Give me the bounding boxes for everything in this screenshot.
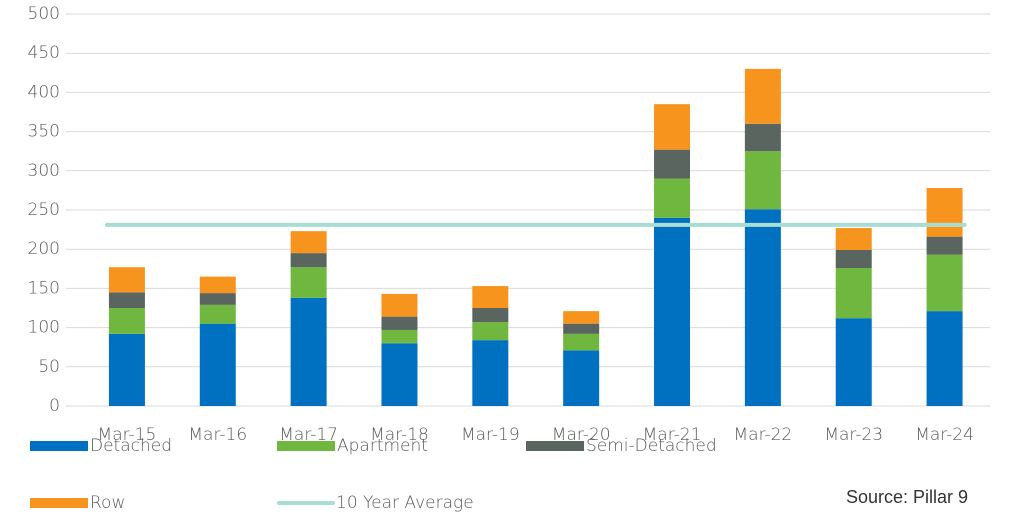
bar-segment (563, 311, 600, 324)
legend-label: Semi-Detached (586, 436, 717, 456)
x-tick-label: Mar-20 (552, 425, 611, 445)
x-tick-label: Mar-17 (279, 425, 338, 445)
bar-segment (563, 323, 600, 334)
x-tick-label: Mar-21 (643, 425, 702, 445)
bar-segment (926, 236, 963, 255)
bar-segment (744, 123, 781, 152)
bar-segment (199, 276, 236, 294)
bar-segment (381, 316, 418, 330)
bar-segment (108, 333, 145, 406)
legend-swatch (30, 441, 88, 451)
bar-segment (654, 217, 691, 406)
bar-segment (108, 308, 145, 334)
bar-segment (654, 178, 691, 218)
y-tick-label: 50 (38, 357, 60, 377)
legend-swatch (30, 498, 88, 508)
x-tick-label: Mar-23 (824, 425, 883, 445)
legend-label: 10 Year Average (336, 493, 474, 513)
y-tick-label: 200 (28, 239, 60, 259)
y-tick-label: 450 (28, 43, 60, 63)
bar-segment (926, 254, 963, 312)
bar-segment (744, 209, 781, 406)
x-tick-label: Mar-19 (461, 425, 520, 445)
legend-label: Detached (90, 436, 172, 456)
legend-swatch (526, 441, 584, 451)
bar-segment (381, 343, 418, 406)
y-tick-label: 0 (49, 396, 60, 416)
x-tick-label: Mar-24 (915, 425, 974, 445)
bar-segment (290, 297, 327, 406)
bar-segment (472, 322, 509, 341)
bar-segment (654, 149, 691, 179)
bar-segment (835, 268, 872, 319)
bar-segment (199, 293, 236, 305)
bar-segment (835, 249, 872, 269)
legend-label: Row (90, 493, 125, 513)
bar-segment (744, 151, 781, 210)
bar-segment (472, 286, 509, 308)
bar-segment (381, 329, 418, 344)
bar-segment (926, 311, 963, 406)
bar-segment (654, 104, 691, 150)
y-tick-label: 350 (28, 122, 60, 142)
bar-segment (199, 304, 236, 324)
x-tick-label: Mar-22 (733, 425, 792, 445)
bar-segment (108, 292, 145, 308)
bar-segment (563, 350, 600, 406)
bar-segment (290, 231, 327, 254)
bar-segment (381, 293, 418, 317)
x-tick-label: Mar-15 (98, 425, 157, 445)
bar-segment (926, 188, 963, 237)
legend-swatch (277, 441, 335, 451)
x-tick-label: Mar-16 (188, 425, 247, 445)
y-tick-label: 300 (28, 161, 60, 181)
legend-label: Apartment (337, 436, 428, 456)
bar-segment (472, 308, 509, 323)
bar-segment (744, 68, 781, 124)
y-tick-label: 250 (28, 200, 60, 220)
bar-segment (199, 323, 236, 406)
bar-segment (563, 333, 600, 351)
y-tick-label: 100 (28, 318, 60, 338)
bar-segment (472, 340, 509, 406)
bar-segment (290, 267, 327, 298)
bar-segment (835, 228, 872, 250)
bar-segment (290, 253, 327, 268)
source-note: Source: Pillar 9 (846, 487, 968, 507)
x-tick-label: Mar-18 (370, 425, 429, 445)
y-tick-label: 500 (28, 4, 60, 24)
bar-segment (108, 267, 145, 293)
bar-segment (835, 318, 872, 406)
y-tick-label: 150 (28, 278, 60, 298)
y-tick-label: 400 (28, 82, 60, 102)
